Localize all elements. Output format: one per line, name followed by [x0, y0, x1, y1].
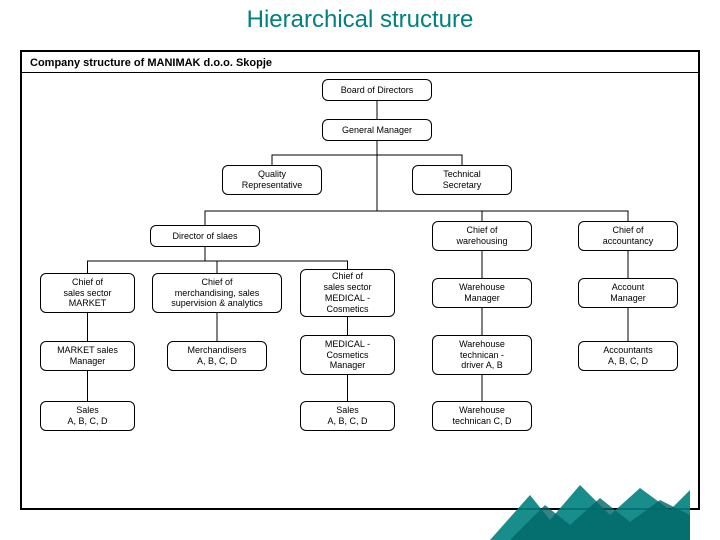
edge-gm-qr — [272, 141, 377, 165]
node-acc: Accountants A, B, C, D — [578, 341, 678, 371]
node-msm: MARKET sales Manager — [40, 341, 135, 371]
node-qr: Quality Representative — [222, 165, 322, 195]
org-chart-frame: Company structure of MANIMAK d.o.o. Skop… — [20, 50, 700, 510]
node-cmc: Chief of sales sector MEDICAL - Cosmetic… — [300, 269, 395, 317]
node-sales1: Sales A, B, C, D — [40, 401, 135, 431]
node-mcm: MEDICAL - Cosmetics Manager — [300, 335, 395, 375]
node-wtcd: Warehouse technican C, D — [432, 401, 532, 431]
chart-title: Company structure of MANIMAK d.o.o. Skop… — [22, 52, 698, 73]
edge-gm-ts — [377, 141, 462, 165]
node-sales2: Sales A, B, C, D — [300, 401, 395, 431]
node-coa: Chief of accountancy — [578, 221, 678, 251]
node-wtd: Warehouse technican - driver A, B — [432, 335, 532, 375]
node-csm: Chief of sales sector MARKET — [40, 273, 135, 313]
node-dos: Director of slaes — [150, 225, 260, 247]
node-wm: Warehouse Manager — [432, 278, 532, 308]
edge-dos-cmc — [205, 247, 348, 269]
node-cma: Chief of merchandising, sales supervisio… — [152, 273, 282, 313]
node-am: Account Manager — [578, 278, 678, 308]
node-board: Board of Directors — [322, 79, 432, 101]
org-diagram: Board of Directors General Manager Quality… — [22, 73, 698, 505]
node-ts: Technical Secretary — [412, 165, 512, 195]
edge-dos-csm — [88, 247, 206, 273]
node-merch: Merchandisers A, B, C, D — [167, 341, 267, 371]
edge-dos-cma — [205, 247, 217, 273]
node-cow: Chief of warehousing — [432, 221, 532, 251]
node-gm: General Manager — [322, 119, 432, 141]
page-title: Hierarchical structure — [0, 0, 720, 38]
